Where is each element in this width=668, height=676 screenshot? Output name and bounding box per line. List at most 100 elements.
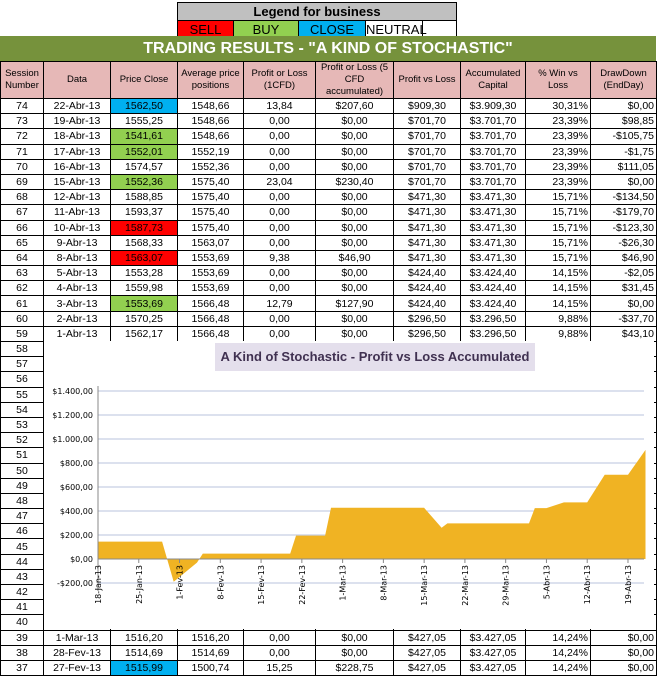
date-cell: 10-Abr-13: [43, 219, 111, 236]
profit-loss-1cfd-cell: 0,00: [243, 158, 316, 175]
date-cell: 11-Abr-13: [43, 204, 111, 221]
drawdown-cell: -$37,70: [590, 310, 657, 327]
table-row: 71 17-Abr-13 1552,01 1552,19 0,00 $0,00 $701,7…: [0, 143, 657, 160]
drawdown-cell: -$1,75: [590, 143, 657, 160]
average-price-cell: 1566,48: [177, 325, 244, 343]
profit-loss-5cfd-cell: $0,00: [315, 143, 394, 160]
price-close-cell: 1552,01: [110, 143, 178, 160]
profit-loss-5cfd-cell: $0,00: [315, 644, 394, 661]
column-header: Price Close: [110, 61, 178, 99]
date-cell: 27-Fev-13: [43, 659, 111, 676]
session-number-cell: 66: [0, 219, 44, 236]
profit-loss-5cfd-cell: $0,00: [315, 204, 394, 221]
profit-vs-loss-cell: $427,05: [393, 644, 461, 661]
average-price-cell: 1575,40: [177, 189, 244, 206]
average-price-cell: 1553,69: [177, 265, 244, 282]
date-cell: 15-Abr-13: [43, 173, 111, 191]
profit-loss-1cfd-cell: 0,00: [243, 234, 316, 251]
win-vs-loss-cell: 15,71%: [525, 234, 591, 251]
session-number-cell: 43: [0, 568, 44, 586]
session-number-cell: 46: [0, 523, 44, 540]
profit-loss-5cfd-cell: $127,90: [315, 295, 394, 312]
average-price-cell: 1514,69: [177, 644, 244, 661]
drawdown-cell: $0,00: [590, 295, 657, 312]
session-number-cell: 71: [0, 143, 44, 160]
session-number-cell: 69: [0, 173, 44, 191]
session-number-cell: 58: [0, 340, 44, 358]
price-close-cell: 1568,33: [110, 234, 178, 251]
table-row: 74 22-Abr-13 1562,50 1548,66 13,84 $207,60 $90…: [0, 97, 657, 115]
table-row: 63 5-Abr-13 1553,28 1553,69 0,00 $0,00 $424,40…: [0, 265, 657, 282]
date-cell: 9-Abr-13: [43, 234, 111, 251]
average-price-cell: 1552,19: [177, 143, 244, 160]
price-close-cell: 1515,99: [110, 659, 178, 676]
profit-area-series: [98, 449, 646, 582]
legend-neutral: NEUTRAL: [366, 21, 427, 38]
profit-loss-5cfd-cell: $0,00: [315, 219, 394, 236]
accumulated-capital-cell: $3.701,70: [460, 128, 526, 145]
profit-vs-loss-cell: $471,30: [393, 189, 461, 206]
drawdown-cell: -$134,50: [590, 189, 657, 206]
column-header: Profit vs Loss: [393, 61, 461, 99]
average-price-cell: 1516,20: [177, 629, 244, 646]
accumulated-capital-cell: $3.471,30: [460, 219, 526, 236]
profit-loss-5cfd-cell: $0,00: [315, 325, 394, 343]
profit-loss-5cfd-cell: $0,00: [315, 280, 394, 297]
profit-loss-1cfd-cell: 23,04: [243, 173, 316, 191]
profit-loss-5cfd-cell: $0,00: [315, 234, 394, 251]
session-number-cell: 74: [0, 97, 44, 115]
x-tick-label: 8-Fev-13: [216, 565, 225, 600]
profit-loss-1cfd-cell: 9,38: [243, 249, 316, 267]
profit-vs-loss-cell: $701,70: [393, 128, 461, 145]
y-tick-label: $200,00: [60, 531, 93, 540]
table-row: 73 19-Abr-13 1555,25 1548,66 0,00 $0,00 $701,7…: [0, 113, 657, 130]
profit-vs-loss-cell: $296,50: [393, 325, 461, 343]
profit-loss-1cfd-cell: 0,00: [243, 189, 316, 206]
x-tick-label: 5-Abr-13: [542, 565, 551, 599]
win-vs-loss-cell: 15,71%: [525, 189, 591, 206]
profit-loss-5cfd-cell: $230,40: [315, 173, 394, 191]
average-price-cell: 1548,66: [177, 97, 244, 115]
chart-plot: -$200,00 $0,00 $200,00 $400,00 $600,00 $800,0…: [52, 386, 646, 606]
y-tick-label: $1.200,00: [52, 411, 93, 420]
date-cell: 16-Abr-13: [43, 158, 111, 175]
x-tick-label: 29-Mar-13: [502, 565, 511, 606]
accumulated-capital-cell: $3.909,30: [460, 97, 526, 115]
average-price-cell: 1566,48: [177, 310, 244, 327]
price-close-cell: 1553,69: [110, 295, 178, 312]
drawdown-cell: $31,45: [590, 280, 657, 297]
session-number-cell: 63: [0, 265, 44, 282]
table-row: 72 18-Abr-13 1541,61 1548,66 0,00 $0,00 $701,7…: [0, 128, 657, 145]
drawdown-cell: -$105,75: [590, 128, 657, 145]
table-row: 66 10-Abr-13 1587,73 1575,40 0,00 $0,00 $471,3…: [0, 219, 657, 236]
profit-vs-loss-cell: $471,30: [393, 219, 461, 236]
profit-vs-loss-cell: $296,50: [393, 310, 461, 327]
accumulated-capital-cell: $3.701,70: [460, 173, 526, 191]
session-number-cell: 65: [0, 234, 44, 251]
win-vs-loss-cell: 23,39%: [525, 143, 591, 160]
price-close-cell: 1553,28: [110, 265, 178, 282]
win-vs-loss-cell: 23,39%: [525, 113, 591, 130]
profit-loss-1cfd-cell: 0,00: [243, 143, 316, 160]
win-vs-loss-cell: 9,88%: [525, 310, 591, 327]
profit-loss-1cfd-cell: 0,00: [243, 325, 316, 343]
table-row: 62 4-Abr-13 1559,98 1553,69 0,00 $0,00 $424,40…: [0, 280, 657, 297]
chart[interactable]: A Kind of Stochastic - Profit vs Loss Ac…: [44, 341, 654, 629]
profit-loss-5cfd-cell: $228,75: [315, 659, 394, 676]
table-row: 37 27-Fev-13 1515,99 1500,74 15,25 $228,75 $42…: [0, 659, 657, 676]
x-tick-label: 22-Fev-13: [298, 565, 307, 605]
y-tick-label: $800,00: [60, 459, 93, 468]
profit-loss-5cfd-cell: $0,00: [315, 128, 394, 145]
profit-loss-1cfd-cell: 0,00: [243, 219, 316, 236]
legend-items: SELL BUY CLOSE NEUTRAL: [177, 20, 457, 39]
session-number-cell: 44: [0, 553, 44, 570]
accumulated-capital-cell: $3.424,40: [460, 265, 526, 282]
session-number-cell: 61: [0, 295, 44, 312]
accumulated-capital-cell: $3.427,05: [460, 644, 526, 661]
average-price-cell: 1552,36: [177, 158, 244, 175]
header-row: Session Number Data Price Close Average pri…: [0, 61, 657, 99]
profit-loss-1cfd-cell: 13,84: [243, 97, 316, 115]
y-tick-label: $0,00: [70, 555, 93, 564]
profit-loss-1cfd-cell: 0,00: [243, 644, 316, 661]
x-tick-label: 22-Mar-13: [461, 565, 470, 606]
